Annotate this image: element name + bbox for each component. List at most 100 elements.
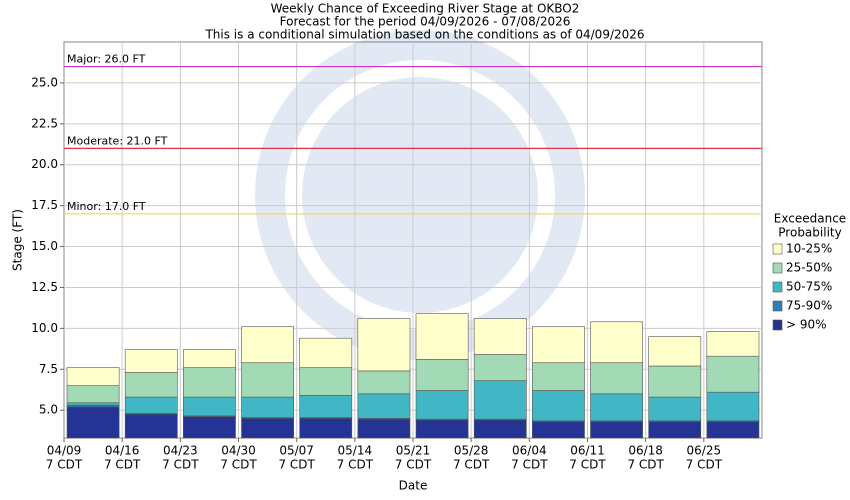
bar-segment <box>357 370 411 395</box>
bar-segment <box>532 421 585 439</box>
legend-label: 50-75% <box>786 280 832 294</box>
bar-segment <box>532 326 585 364</box>
bar-segment <box>648 336 702 367</box>
chart-subtitle: Forecast for the period 04/09/2026 - 07/… <box>280 15 571 29</box>
x-tick-sublabel: 7 CDT <box>686 458 723 472</box>
bar-segment <box>590 321 643 364</box>
y-tick-label: 7.5 <box>39 362 58 376</box>
bar-segment <box>124 349 178 373</box>
y-axis-label: Stage (FT) <box>11 209 25 271</box>
x-tick-label: 04/23 <box>163 444 198 458</box>
x-axis-label: Date <box>399 479 428 493</box>
legend-label: 10-25% <box>786 242 832 256</box>
x-tick-label: 06/04 <box>512 444 547 458</box>
threshold-label: Major: 26.0 FT <box>67 53 146 66</box>
chart-subtitle: This is a conditional simulation based o… <box>204 28 644 42</box>
bar-segment <box>299 367 353 396</box>
y-tick-label: 12.5 <box>31 280 58 294</box>
bar-segment <box>415 419 469 439</box>
bar-segment <box>124 372 178 398</box>
bar-segment <box>299 395 353 418</box>
x-tick-label: 04/16 <box>105 444 140 458</box>
x-tick-label: 06/11 <box>570 444 605 458</box>
x-tick-label: 05/21 <box>396 444 431 458</box>
legend-title: Probability <box>778 226 841 240</box>
bar-segment <box>532 390 585 422</box>
bar-segment <box>648 396 702 422</box>
bar-segment <box>183 349 236 368</box>
bar-segment <box>66 402 120 406</box>
bar-segment <box>590 421 643 439</box>
bar-segment <box>241 418 294 439</box>
bar-segment <box>706 355 760 393</box>
bar-segment <box>473 380 527 420</box>
y-tick-label: 25.0 <box>31 75 58 89</box>
bar-segment <box>357 318 411 372</box>
legend-title: Exceedance <box>774 212 846 226</box>
threshold-label: Moderate: 21.0 FT <box>67 134 168 147</box>
bar-segment <box>299 337 353 368</box>
chart-title: Weekly Chance of Exceeding River Stage a… <box>271 2 580 16</box>
x-tick-label: 06/25 <box>687 444 722 458</box>
bar-segment <box>66 406 120 439</box>
bar-segment <box>66 385 120 404</box>
x-tick-label: 04/09 <box>47 444 82 458</box>
bar-segment <box>473 354 527 382</box>
x-tick-label: 04/30 <box>221 444 256 458</box>
bar-segment <box>124 396 178 414</box>
x-tick-sublabel: 7 CDT <box>337 458 374 472</box>
y-tick-label: 17.5 <box>31 198 58 212</box>
x-tick-sublabel: 7 CDT <box>511 458 548 472</box>
bar-segment <box>532 362 585 391</box>
legend-swatch <box>772 319 783 331</box>
bar-segment <box>357 393 411 419</box>
threshold-label: Minor: 17.0 FT <box>67 200 146 213</box>
legend-label: > 90% <box>786 318 827 332</box>
x-tick-sublabel: 7 CDT <box>395 458 432 472</box>
bar-segment <box>415 313 469 360</box>
x-tick-sublabel: 7 CDT <box>104 458 141 472</box>
legend-swatch <box>772 300 783 312</box>
x-tick-sublabel: 7 CDT <box>453 458 490 472</box>
bar-segment <box>415 359 469 391</box>
legend-label: 75-90% <box>786 299 832 313</box>
bar-segment <box>473 419 527 439</box>
x-tick-sublabel: 7 CDT <box>569 458 606 472</box>
x-tick-label: 05/07 <box>279 444 314 458</box>
y-tick-label: 5.0 <box>39 403 58 417</box>
x-tick-sublabel: 7 CDT <box>46 458 83 472</box>
bar-segment <box>241 396 294 418</box>
legend-swatch <box>772 262 783 274</box>
watermark <box>255 30 585 360</box>
bar-segment <box>706 421 760 439</box>
bar-segment <box>590 362 643 395</box>
bar-segment <box>241 326 294 364</box>
bar-segment <box>648 421 702 439</box>
y-tick-label: 22.5 <box>31 116 58 130</box>
bar-segment <box>706 391 760 422</box>
bar-segment <box>241 362 294 398</box>
x-tick-label: 06/18 <box>628 444 663 458</box>
bar-segment <box>590 393 643 422</box>
y-tick-label: 10.0 <box>31 321 58 335</box>
bar-segment <box>183 416 236 439</box>
x-tick-label: 05/14 <box>338 444 373 458</box>
bar-segment <box>706 331 760 357</box>
bar-segment <box>473 318 527 355</box>
bar-segment <box>299 418 353 439</box>
x-tick-sublabel: 7 CDT <box>162 458 199 472</box>
x-tick-sublabel: 7 CDT <box>220 458 257 472</box>
legend-label: 25-50% <box>786 261 832 275</box>
bar-segment <box>183 396 236 417</box>
legend-swatch <box>772 281 783 293</box>
bar-segment <box>124 413 178 439</box>
legend-swatch <box>772 243 783 255</box>
x-tick-sublabel: 7 CDT <box>278 458 315 472</box>
bar-segment <box>183 367 236 398</box>
y-tick-label: 15.0 <box>31 239 58 253</box>
bar-segment <box>415 390 469 420</box>
x-tick-label: 05/28 <box>454 444 489 458</box>
x-tick-sublabel: 7 CDT <box>627 458 664 472</box>
bar-segment <box>357 418 411 439</box>
